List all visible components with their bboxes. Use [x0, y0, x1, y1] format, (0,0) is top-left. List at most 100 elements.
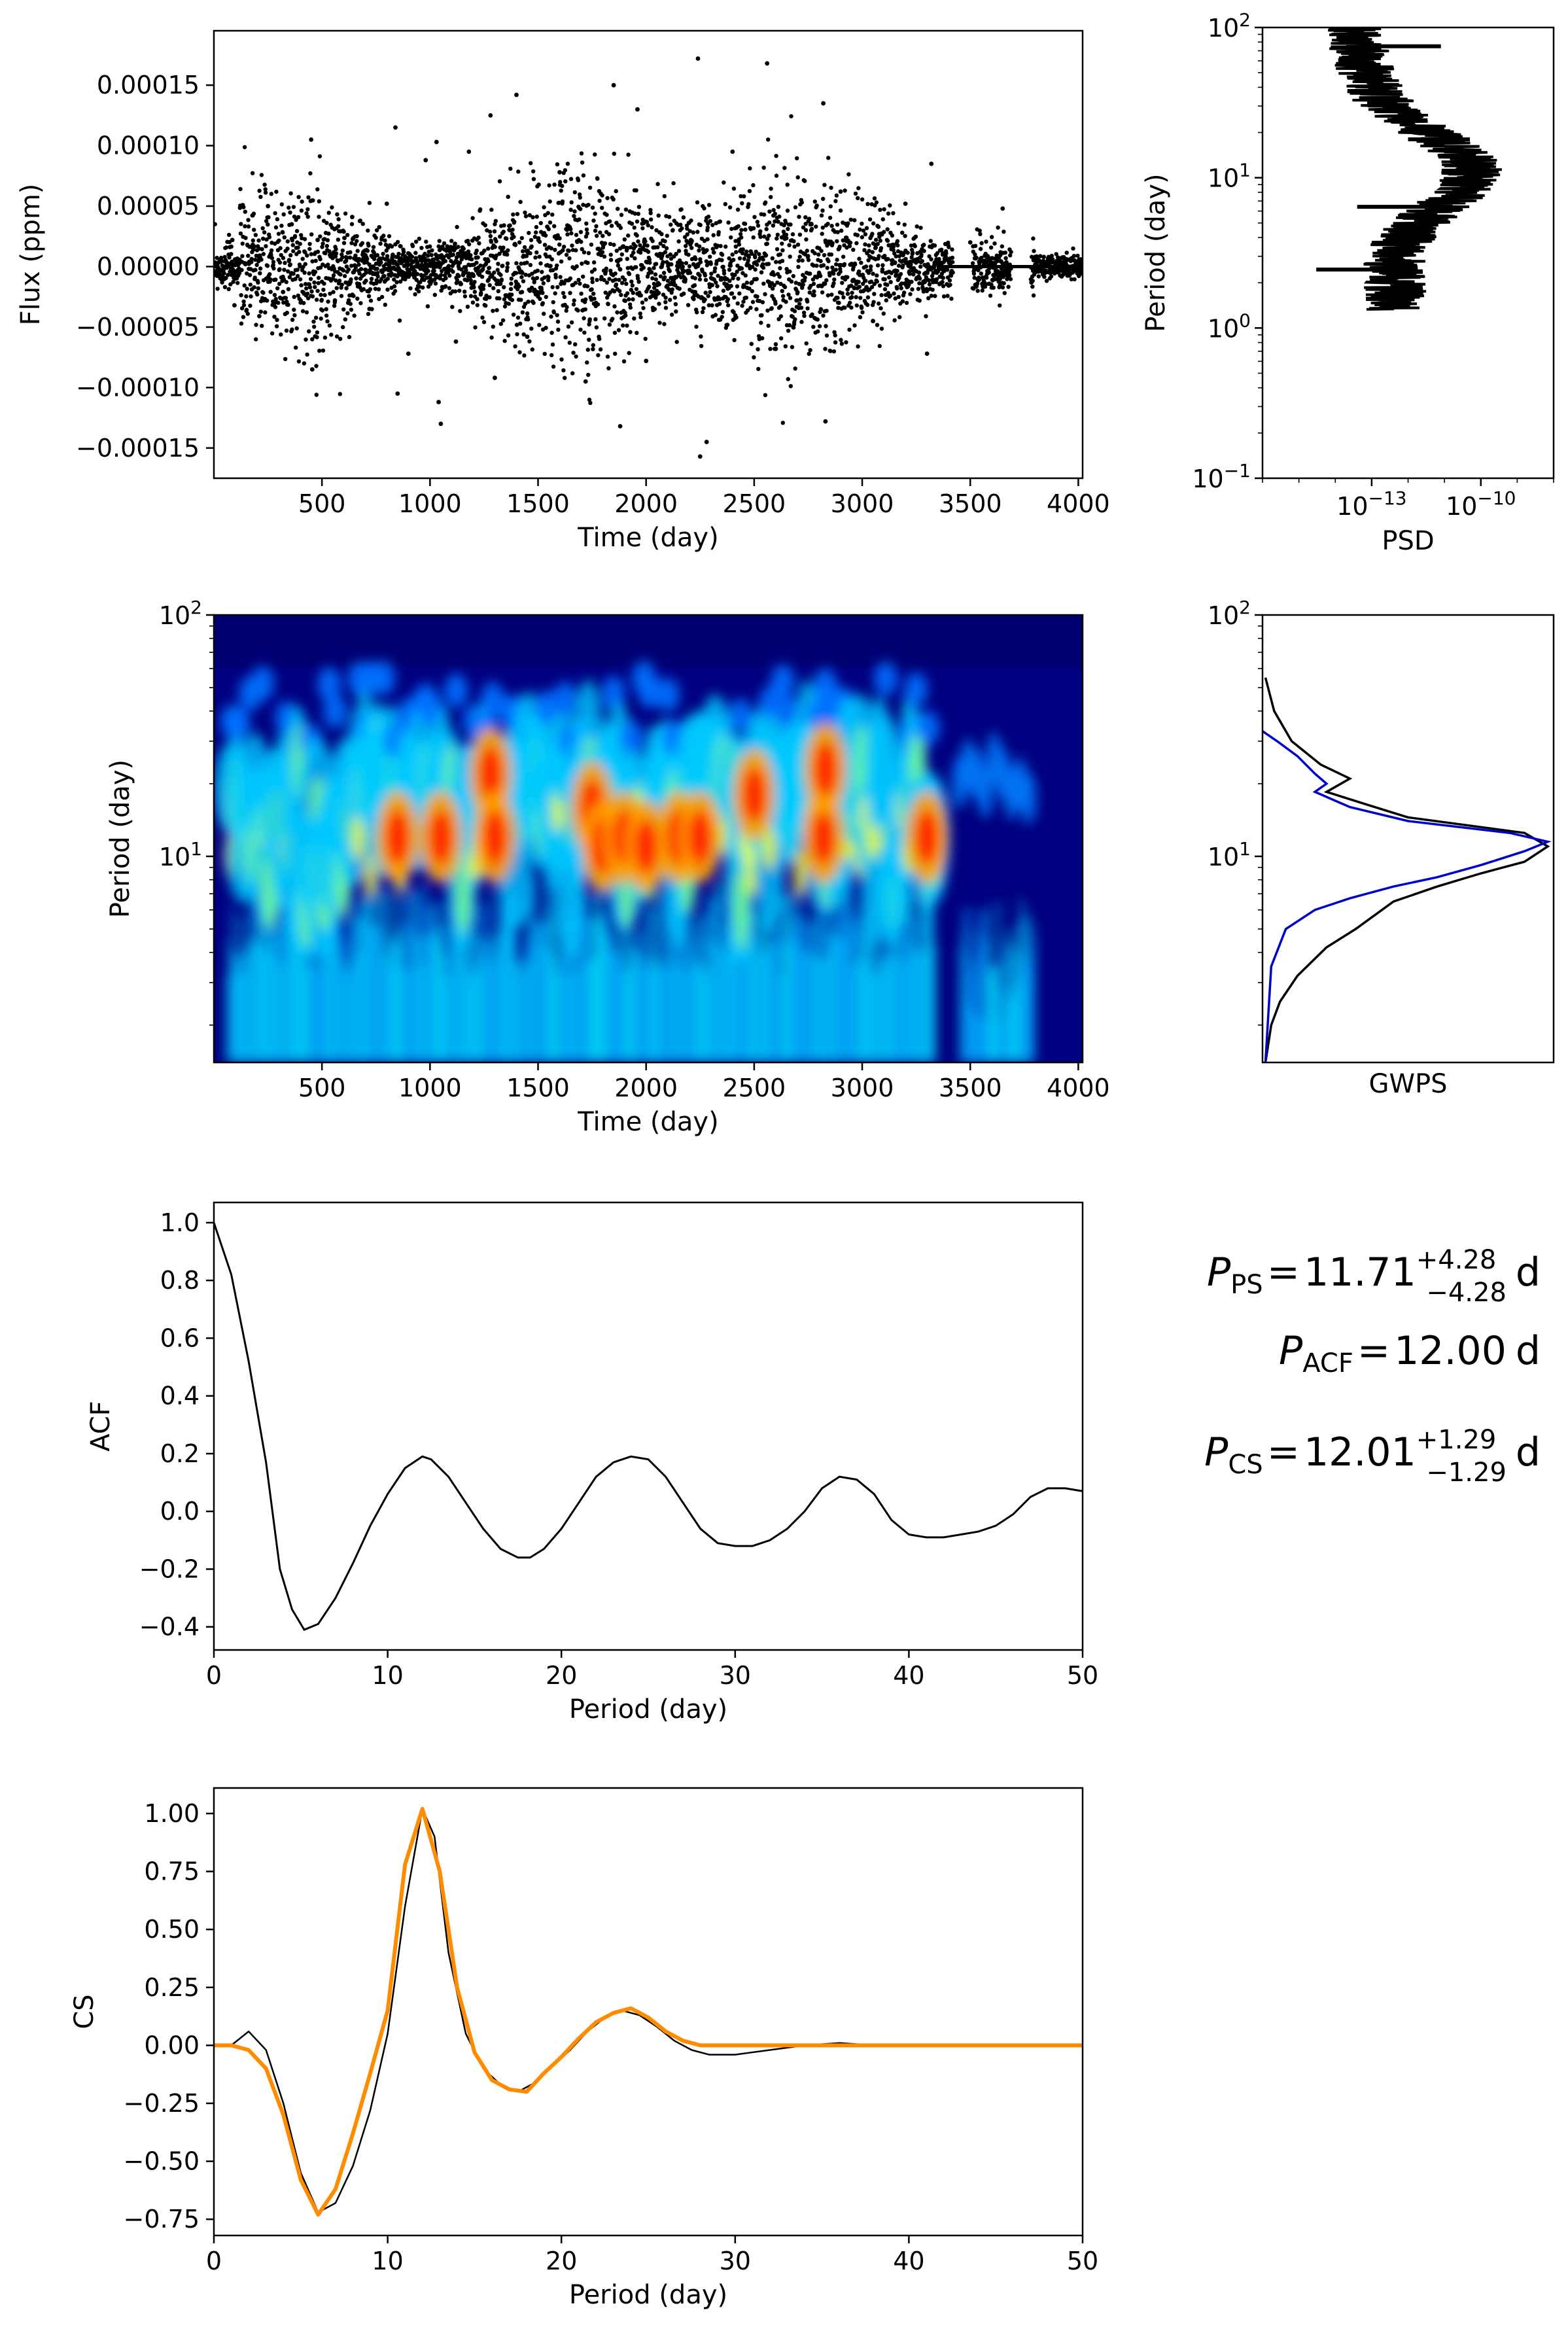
flux-point [309, 137, 314, 142]
flux-point [304, 337, 308, 342]
flux-point [293, 277, 298, 281]
wavelet-streak [693, 928, 697, 1062]
flux-point [542, 351, 547, 357]
flux-point [509, 281, 514, 286]
flux-point [725, 323, 730, 327]
flux-point [389, 244, 394, 249]
flux-point [698, 222, 703, 228]
flux-point [822, 281, 828, 286]
flux-point [529, 237, 534, 243]
flux-point [784, 300, 788, 304]
flux-point [882, 287, 888, 292]
flux-point [542, 243, 548, 247]
wavelet-streak [450, 906, 453, 1062]
flux-point [305, 296, 311, 301]
flux-point [706, 215, 711, 219]
wavelet-streak [808, 924, 811, 1062]
flux-point [875, 263, 880, 268]
flux-point [517, 350, 522, 355]
flux-point [763, 292, 767, 296]
flux-point [413, 239, 419, 244]
flux-point [484, 296, 489, 302]
flux-point [557, 236, 562, 241]
wavelet-frame [213, 614, 1084, 1064]
flux-point [850, 290, 854, 295]
flux-point [295, 273, 300, 279]
flux-point [281, 289, 286, 294]
flux-point [239, 321, 244, 326]
flux-point [387, 264, 392, 269]
flux-point [224, 275, 228, 281]
flux-point [769, 306, 774, 311]
flux-point [720, 315, 724, 319]
wavelet-streak [742, 905, 745, 1062]
wavelet-streak [614, 951, 617, 1062]
flux-point [836, 306, 841, 310]
flux-point [292, 294, 296, 299]
flux-point [315, 237, 320, 243]
flux-point [383, 238, 387, 243]
flux-point [506, 302, 511, 306]
flux-point [495, 307, 499, 313]
flux-point [587, 397, 592, 402]
flux-point [391, 253, 395, 257]
flux-point [732, 338, 737, 342]
flux-point [647, 285, 652, 289]
wavelet-streak [719, 943, 722, 1062]
flux-point [689, 245, 694, 251]
wavelet-streak [911, 893, 915, 1062]
flux-point [531, 300, 536, 306]
flux-point [902, 222, 907, 227]
wavelet-streak [226, 975, 230, 1062]
flux-point [397, 318, 402, 323]
flux-point [761, 212, 767, 217]
flux-point [862, 275, 866, 280]
x-tick-label: 40 [893, 1661, 924, 1690]
flux-point [505, 265, 510, 270]
flux-point [489, 239, 494, 244]
flux-point [1049, 253, 1054, 258]
flux-point [568, 207, 573, 212]
flux-point [584, 297, 588, 302]
flux-point [1078, 256, 1083, 262]
flux-point [623, 313, 628, 318]
flux-point [375, 274, 380, 279]
flux-point [323, 251, 328, 256]
x-axis-label: Period (day) [569, 2280, 727, 2310]
flux-point [304, 211, 309, 216]
psd-curve [1316, 27, 1529, 311]
flux-point [557, 200, 561, 205]
flux-point [324, 220, 329, 225]
flux-point [270, 256, 275, 260]
flux-point [443, 284, 448, 289]
wavelet-streak [1020, 899, 1023, 1062]
flux-point [501, 245, 506, 250]
flux-point [421, 285, 425, 290]
flux-point [791, 273, 796, 279]
flux-point [853, 262, 858, 267]
wavelet-streak [1005, 960, 1008, 1062]
flux-point [795, 298, 799, 303]
flux-point [766, 323, 771, 328]
flux-point [880, 263, 885, 268]
flux-point [753, 255, 758, 260]
flux-point [511, 212, 515, 217]
results-block: PPS = 11.71+4.28 −4.28 d PACF = 12.00 d PCS = 12.… [1204, 1245, 1541, 1488]
wavelet-streak [429, 934, 432, 1062]
flux-point [830, 265, 835, 270]
flux-point [549, 246, 553, 251]
flux-point [947, 278, 952, 283]
flux-point [740, 201, 744, 205]
flux-point [622, 237, 627, 242]
flux-point [284, 279, 288, 285]
wavelet-streak [592, 957, 595, 1062]
flux-point [582, 316, 586, 321]
wavelet-streak [374, 927, 377, 1062]
flux-point [413, 292, 417, 296]
flux-point [493, 245, 497, 249]
wavelet-streak [701, 963, 705, 1062]
flux-point [371, 245, 376, 249]
flux-point [377, 225, 381, 230]
flux-point [765, 61, 770, 66]
flux-point [618, 226, 623, 230]
